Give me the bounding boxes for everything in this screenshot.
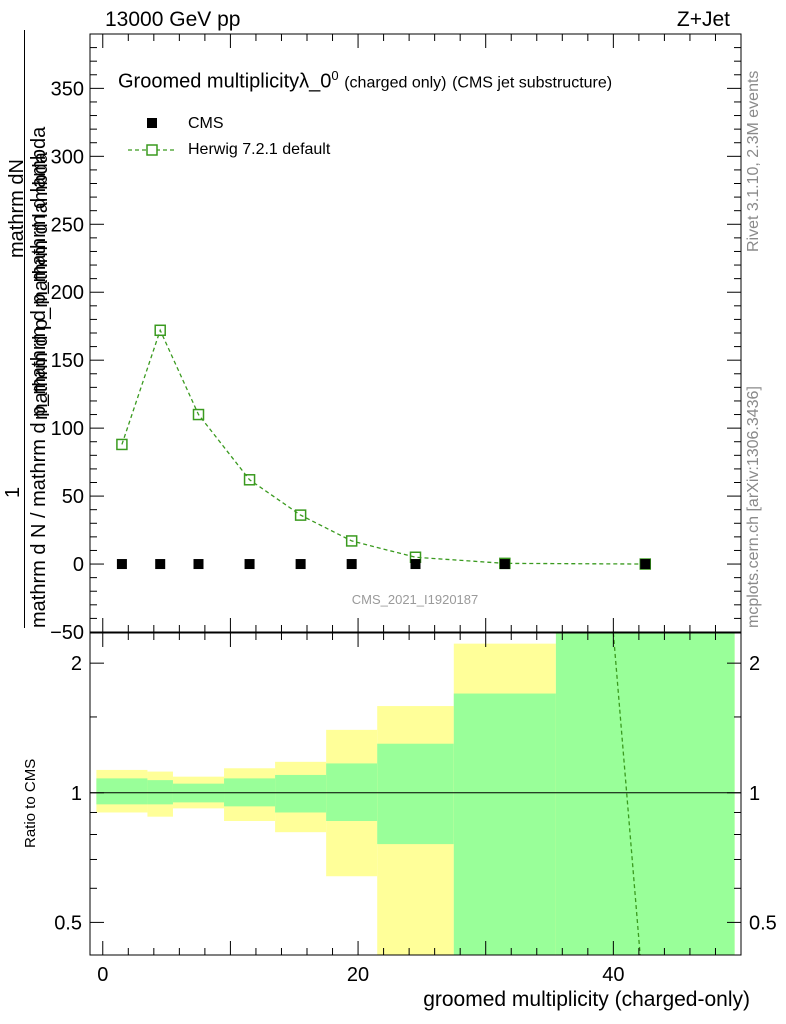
plot-title: Groomed multiplicityλ_00 (charged only) … xyxy=(118,68,612,94)
legend-label-herwig: Herwig 7.2.1 default xyxy=(188,141,331,158)
process-label: Z+Jet xyxy=(676,8,730,31)
ratio-band-inner xyxy=(453,693,556,955)
ratio-band-inner xyxy=(555,633,735,955)
cms-data-point xyxy=(499,559,510,570)
herwig-point xyxy=(345,535,358,547)
main-ytick-label: 100 xyxy=(51,418,84,440)
legend-marker-cms xyxy=(147,118,157,128)
cms-data-point xyxy=(116,559,127,570)
ratio-ytick-label: 2 xyxy=(71,653,82,675)
ratio-ytick-label-right: 1 xyxy=(749,783,760,805)
herwig-point xyxy=(192,408,205,421)
ratio-xtick-label: 40 xyxy=(602,964,624,986)
main-ytick-label: 0 xyxy=(73,554,84,576)
ratio-band-inner xyxy=(377,743,454,845)
main-ytick-label: 350 xyxy=(51,78,84,100)
ratio-band-inner xyxy=(147,780,173,805)
plot-title-tail: (CMS jet substructure) xyxy=(452,74,613,92)
ratio-ytick-label: 1 xyxy=(71,783,82,805)
cms-data-point xyxy=(410,559,421,570)
ratio-ytick-label-right: 2 xyxy=(749,653,760,675)
analysis-watermark: CMS_2021_I1920187 xyxy=(352,592,479,607)
herwig-point xyxy=(294,509,307,521)
legend-label-cms: CMS xyxy=(188,115,224,132)
plot-title-main: Groomed multiplicityλ_0 xyxy=(118,70,332,93)
main-ytick-label: 300 xyxy=(51,146,84,168)
ratio-band-inner xyxy=(326,763,378,821)
main-ytick-label: 150 xyxy=(51,350,84,372)
main-ytick-label: 50 xyxy=(62,486,84,508)
cms-data-point xyxy=(295,559,306,570)
ratio-ytick-label: 0.5 xyxy=(54,912,82,934)
main-ytick-label: 250 xyxy=(51,214,84,236)
cms-data-point xyxy=(640,559,651,570)
main-ytick-label: −50 xyxy=(50,622,84,640)
ratio-band-inner xyxy=(275,774,327,813)
herwig-line xyxy=(121,328,646,565)
ratio-band-inner xyxy=(96,778,148,805)
legend-marker-herwig xyxy=(146,144,158,156)
cms-data-point xyxy=(346,559,357,570)
ratio-xtick-label: 0 xyxy=(97,964,108,986)
ratio-plot-frame xyxy=(89,632,742,956)
ratio-xtick-label: 20 xyxy=(347,964,369,986)
herwig-point xyxy=(154,324,166,337)
cms-data-point xyxy=(193,559,204,570)
main-chart: −50 0 50 100 150 200 250 300 350 CMS_2021_I192018… xyxy=(50,33,742,640)
ratio-xlabel: groomed multiplicity (charged-only) xyxy=(423,988,750,1011)
main-ytick-label: 200 xyxy=(51,282,84,304)
ratio-ytick-label-right: 0.5 xyxy=(749,912,777,934)
herwig-point xyxy=(243,474,256,486)
plot-title-small: (charged only) xyxy=(344,74,447,92)
cms-data-point xyxy=(155,559,166,570)
plot-title-sup: 0 xyxy=(331,68,339,83)
herwig-ratio-line xyxy=(612,632,641,956)
main-ylabel-fraction-bar xyxy=(24,30,25,628)
herwig-point xyxy=(116,438,128,451)
energy-label: 13000 GeV pp xyxy=(105,8,241,31)
cms-data-point xyxy=(244,559,255,570)
